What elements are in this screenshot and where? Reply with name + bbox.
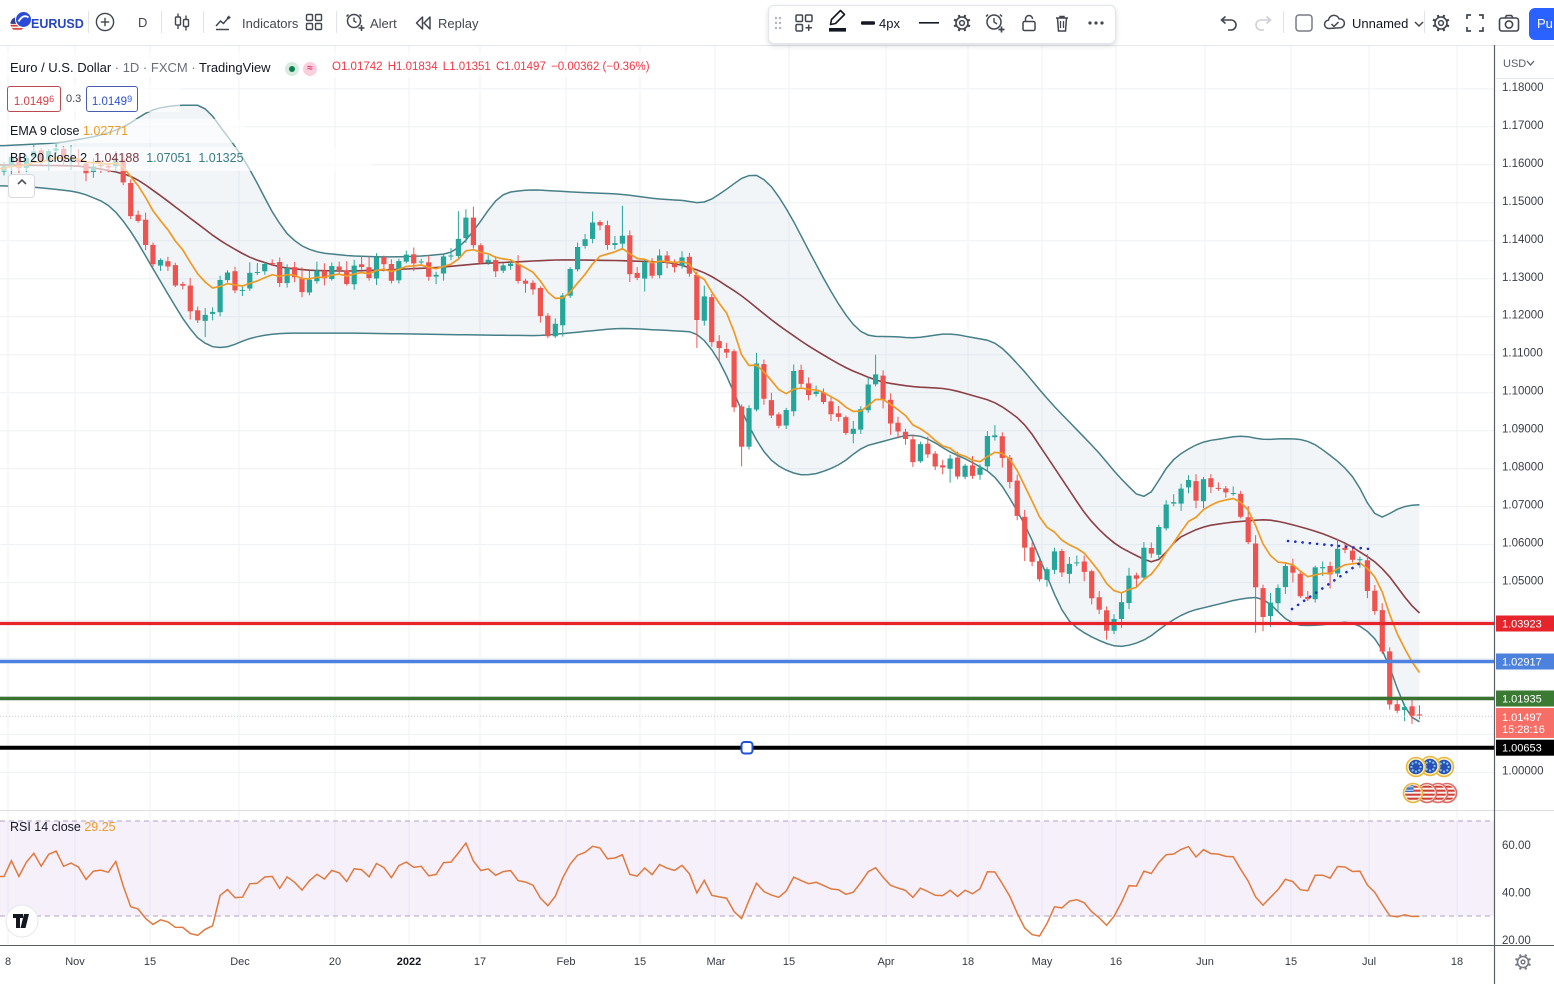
svg-text:18: 18 (1451, 956, 1463, 968)
svg-text:Feb: Feb (557, 956, 576, 968)
svg-text:1.10000: 1.10000 (1502, 386, 1544, 398)
svg-text:1.01497: 1.01497 (1502, 712, 1542, 724)
svg-text:Apr: Apr (877, 956, 894, 968)
svg-text:Jun: Jun (1196, 956, 1214, 968)
svg-text:1.17000: 1.17000 (1502, 120, 1544, 132)
svg-text:1.00653: 1.00653 (1502, 743, 1542, 755)
svg-text:18: 18 (962, 956, 974, 968)
svg-text:1.16000: 1.16000 (1502, 158, 1544, 170)
svg-text:Dec: Dec (230, 956, 250, 968)
svg-text:1.14000: 1.14000 (1502, 234, 1544, 246)
svg-text:15: 15 (783, 956, 795, 968)
svg-text:Mar: Mar (707, 956, 726, 968)
svg-text:May: May (1032, 956, 1053, 968)
svg-text:1.08000: 1.08000 (1502, 462, 1544, 474)
svg-text:1.09000: 1.09000 (1502, 424, 1544, 436)
svg-text:40.00: 40.00 (1502, 887, 1531, 899)
svg-text:1.02917: 1.02917 (1502, 657, 1542, 669)
svg-text:15: 15 (634, 956, 646, 968)
svg-text:15: 15 (1285, 956, 1297, 968)
svg-text:1.05000: 1.05000 (1502, 576, 1544, 588)
svg-text:1.18000: 1.18000 (1502, 82, 1544, 94)
svg-text:60.00: 60.00 (1502, 840, 1531, 852)
svg-text:20.00: 20.00 (1502, 935, 1531, 947)
svg-text:1.03923: 1.03923 (1502, 619, 1542, 631)
svg-text:15: 15 (144, 956, 156, 968)
svg-text:8: 8 (5, 956, 11, 968)
svg-text:20: 20 (329, 956, 341, 968)
svg-text:Nov: Nov (65, 956, 85, 968)
svg-text:2022: 2022 (397, 956, 421, 968)
svg-text:1.06000: 1.06000 (1502, 538, 1544, 550)
svg-text:15:28:16: 15:28:16 (1502, 724, 1545, 736)
svg-text:1.00000: 1.00000 (1502, 766, 1544, 778)
svg-text:USD: USD (1503, 58, 1526, 70)
svg-text:1.11000: 1.11000 (1502, 348, 1543, 360)
svg-text:Jul: Jul (1362, 956, 1376, 968)
svg-text:16: 16 (1110, 956, 1122, 968)
svg-text:1.01935: 1.01935 (1502, 694, 1542, 706)
svg-text:1.12000: 1.12000 (1502, 310, 1544, 322)
svg-text:1.07000: 1.07000 (1502, 500, 1544, 512)
svg-text:1.15000: 1.15000 (1502, 196, 1544, 208)
svg-text:17: 17 (474, 956, 486, 968)
svg-text:1.13000: 1.13000 (1502, 272, 1544, 284)
